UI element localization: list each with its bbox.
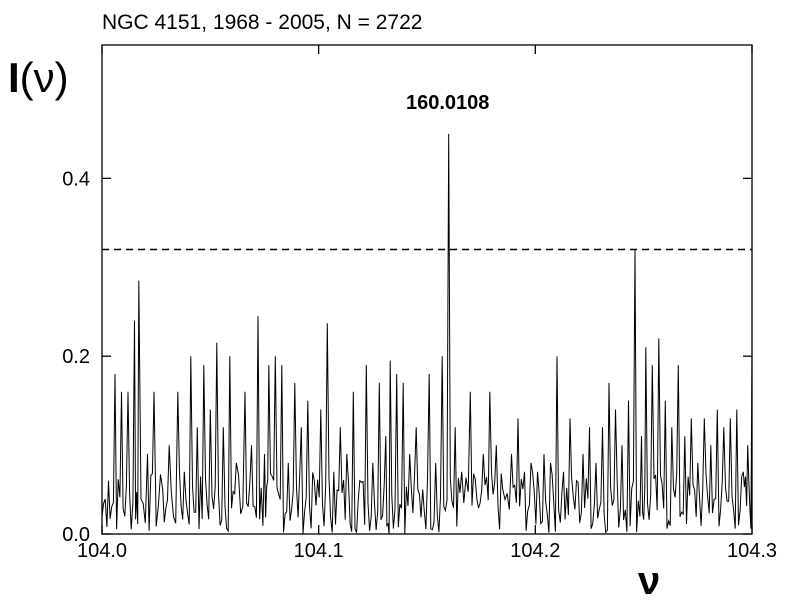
y-axis-label: I(ν) [8, 54, 69, 101]
y-axis-label-main: I [8, 54, 20, 101]
chart-title: NGC 4151, 1968 - 2005, N = 2722 [102, 11, 422, 34]
ticks-layer: 104.0 104.1 104.2 104.3 0.0 0.2 0.4 [62, 45, 777, 562]
x-tick-label: 104.2 [510, 540, 560, 562]
y-tick-label: 0.2 [62, 346, 90, 368]
y-tick-label: 0.0 [62, 524, 90, 546]
x-tick-label: 104.1 [294, 540, 344, 562]
x-tick-label: 104.3 [727, 540, 777, 562]
y-axis-label-arg: (ν) [20, 54, 69, 101]
y-tick-label: 0.4 [62, 168, 90, 190]
x-tick-label: 104.0 [77, 540, 127, 562]
peak-annotation: 160.0108 [406, 92, 489, 114]
periodogram-series-line [101, 133, 753, 534]
plot-frame [101, 44, 753, 535]
x-axis-label: ν [638, 559, 660, 600]
